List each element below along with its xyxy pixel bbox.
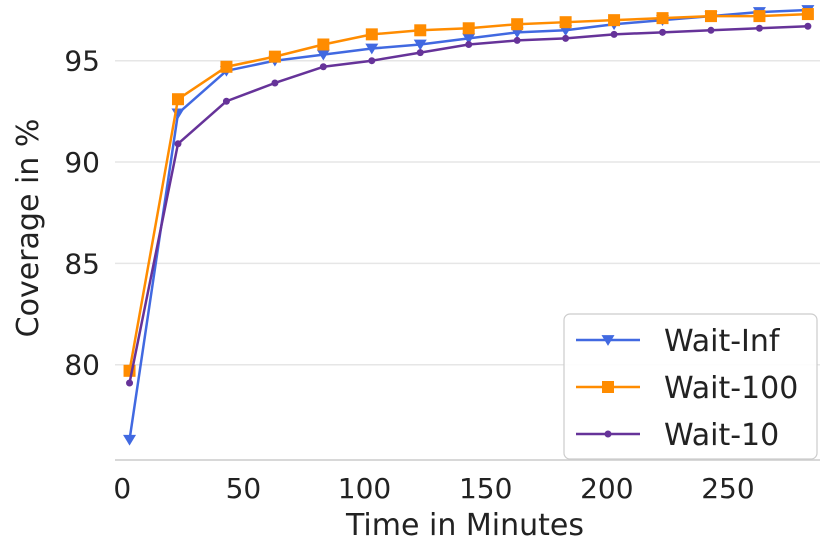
data-point-wait-10 [319,63,327,71]
data-point-wait-100 [268,50,281,63]
x-tick-labels: 0 50 100 150 200 250 [113,472,754,505]
x-tick-label: 0 [113,472,131,505]
legend-item-wait-inf: Wait-Inf [576,324,781,359]
data-point-wait-10 [271,79,279,87]
x-tick-label: 50 [226,472,262,505]
series-wait-10 [126,22,812,387]
x-tick-label: 250 [701,472,754,505]
data-point-wait-10 [659,28,667,36]
data-point-wait-100 [414,24,427,37]
data-point-wait-inf [365,43,379,55]
data-point-wait-10 [126,379,134,387]
legend-item-wait-100: Wait-100 [576,371,798,406]
data-point-wait-100 [365,28,378,41]
x-tick-label: 200 [580,472,633,505]
legend-label: Wait-100 [664,371,798,406]
data-point-wait-10 [610,30,618,38]
legend-swatch-marker [604,430,612,438]
x-tick-label: 150 [459,472,512,505]
y-tick-label: 80 [64,349,100,382]
data-point-wait-100 [608,14,621,27]
y-tick-labels: 80 85 90 95 [64,45,100,382]
legend-swatch-marker [601,335,615,346]
data-point-wait-10 [755,24,763,32]
data-point-wait-100 [559,16,572,29]
data-point-wait-10 [416,49,424,57]
legend-item-wait-10: Wait-10 [576,418,779,453]
data-point-wait-inf [123,434,137,446]
legend-box [563,313,818,460]
series-wait-100 [123,8,814,377]
data-point-wait-100 [704,10,717,23]
data-point-wait-10 [368,57,376,65]
data-point-wait-10 [222,97,230,105]
data-point-wait-10 [707,26,715,34]
data-point-wait-100 [462,22,475,35]
data-point-wait-inf [462,33,476,45]
y-tick-label: 95 [64,45,100,78]
data-point-wait-inf [413,39,427,51]
data-point-wait-100 [656,12,669,25]
data-point-wait-10 [174,140,182,148]
legend-swatch-marker [602,381,614,393]
data-point-wait-100 [317,38,330,51]
x-tick-label: 100 [338,472,391,505]
x-axis-label: Time in Minutes [345,508,584,543]
legend: Wait-Inf Wait-100 Wait-10 [563,313,818,460]
data-point-wait-100 [123,364,136,377]
y-axis-label: Coverage in % [11,119,46,338]
data-point-wait-10 [804,22,812,30]
data-point-wait-100 [511,18,524,31]
y-tick-label: 85 [64,247,100,280]
y-tick-label: 90 [64,146,100,179]
data-point-wait-10 [513,36,521,44]
data-point-wait-100 [171,93,184,106]
data-point-wait-100 [753,10,766,23]
data-point-wait-10 [465,40,473,48]
data-point-wait-inf [316,49,330,61]
data-point-wait-100 [220,60,233,73]
legend-label: Wait-Inf [664,324,781,359]
series-group [123,5,815,446]
legend-label: Wait-10 [664,418,779,453]
data-point-wait-10 [562,34,570,42]
data-point-wait-100 [801,8,814,21]
